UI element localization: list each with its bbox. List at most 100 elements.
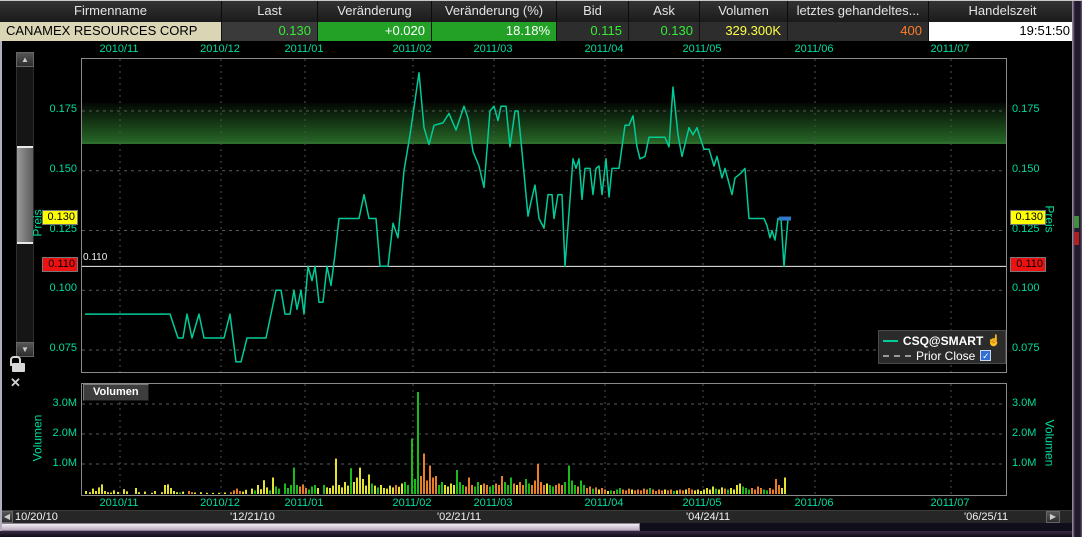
quote-cell-9: 19:51:50 — [929, 22, 1077, 41]
horizontal-scrollbar-track[interactable] — [0, 523, 1082, 531]
column-header-8[interactable]: letztes gehandeltes... — [788, 1, 929, 22]
legend-series-row[interactable]: CSQ@SMART ☝ — [883, 333, 1001, 348]
price-tick-left: 0.075 — [49, 342, 77, 354]
month-label-top: 2011/05 — [682, 43, 722, 55]
price-axis-title-left: Preis — [30, 209, 45, 237]
timeline-date: 10/20/10 — [15, 511, 58, 523]
quote-cell-2: 0.130 — [222, 22, 318, 41]
timeline-date: '06/25/11 — [964, 511, 1009, 523]
volume-tick-left: 1.0M — [52, 457, 77, 469]
price-chart-pane[interactable] — [81, 58, 1007, 373]
prior-close-tag-left: 0.110 — [42, 257, 78, 273]
month-label-top: 2011/03 — [473, 43, 513, 55]
vertical-scrollbar-thumb[interactable] — [17, 146, 33, 244]
prior-close-dash-swatch — [883, 354, 911, 357]
month-label-bottom: 2011/03 — [473, 497, 513, 509]
last-price-tag-left: 0.130 — [42, 209, 78, 225]
quote-cell-5: 0.115 — [557, 22, 629, 41]
quote-header-row: Firmenname Last Veränderung Veränderung (%)… — [0, 1, 1082, 22]
series-line-swatch — [883, 339, 898, 342]
volume-tick-left: 2.0M — [52, 427, 77, 439]
timeline-bar: 10/20/10 '12/21/10 '02/21/11 '04/24/11 '06/2… — [0, 510, 1082, 523]
quote-cell-4: 18.18% — [432, 22, 557, 41]
last-price-marker — [779, 216, 791, 221]
month-label-top: 2011/02 — [392, 43, 432, 55]
volume-tick-right: 1.0M — [1012, 457, 1037, 469]
price-chart-svg — [82, 59, 1006, 372]
legend-series-label: CSQ@SMART — [902, 333, 984, 348]
x-axis-top-labels: 2010/11 2010/12 2011/01 2011/02 2011/03 2011/… — [0, 41, 1082, 58]
timeline-left-button[interactable]: ◀ — [1, 511, 13, 523]
quote-cell-8: 400 — [788, 22, 929, 41]
border-green-marker — [1074, 216, 1079, 228]
month-label-top: 2011/07 — [930, 43, 970, 55]
price-tick-left: 0.100 — [49, 282, 77, 295]
quote-cell-6: 0.130 — [629, 22, 700, 41]
unlock-icon[interactable] — [10, 356, 25, 372]
month-label-bottom: 2011/06 — [794, 497, 834, 509]
prior-close-line-label: 0.110 — [83, 252, 108, 263]
scroll-down-button[interactable]: ▼ — [16, 342, 34, 357]
volume-tick-right: 2.0M — [1012, 427, 1037, 439]
window-right-border — [1072, 1, 1082, 537]
scroll-up-button[interactable]: ▲ — [16, 52, 34, 67]
prior-close-tag-right: 0.110 — [1010, 257, 1046, 273]
close-icon[interactable]: ✕ — [10, 375, 21, 390]
column-header-6[interactable]: Ask — [629, 1, 700, 22]
column-header-7[interactable]: Volumen — [700, 1, 788, 22]
month-label-top: 2011/04 — [584, 43, 624, 55]
window-left-border — [0, 41, 2, 531]
right-arrow-icon: ▶ — [1049, 512, 1057, 521]
price-tick-right: 0.125 — [1012, 222, 1040, 235]
month-label-bottom: 2011/07 — [930, 497, 970, 509]
month-label-bottom: 2011/05 — [682, 497, 722, 509]
prior-close-checkbox[interactable]: ✓ — [980, 350, 992, 361]
volume-chart-pane[interactable] — [81, 383, 1007, 496]
legend-prior-close-row[interactable]: Prior Close ✓ — [883, 348, 1001, 363]
price-line — [85, 72, 789, 363]
column-header-9[interactable]: Handelszeit — [929, 1, 1077, 22]
hand-icon[interactable]: ☝ — [987, 335, 1001, 347]
volume-tick-right: 3.0M — [1012, 397, 1037, 409]
month-label-top: 2011/06 — [794, 43, 834, 55]
price-tick-right: 0.100 — [1012, 282, 1040, 295]
column-header-1[interactable]: Firmenname — [0, 1, 222, 22]
period-high-band — [82, 102, 1006, 144]
month-label-bottom: 2011/04 — [584, 497, 624, 509]
quote-value-row: CANAMEX RESOURCES CORP 0.130 +0.020 18.18% 0… — [0, 22, 1082, 41]
price-tick-left: 0.125 — [49, 222, 77, 235]
timeline-right-button[interactable]: ▶ — [1046, 511, 1060, 523]
column-header-5[interactable]: Bid — [557, 1, 629, 22]
left-arrow-icon: ◀ — [3, 512, 11, 521]
window-bottom-border — [0, 531, 1082, 537]
quote-cell-3: +0.020 — [318, 22, 432, 41]
column-header-3[interactable]: Veränderung — [318, 1, 432, 22]
last-price-tag-right: 0.130 — [1010, 209, 1046, 225]
border-red-marker — [1074, 232, 1079, 245]
price-tick-right: 0.075 — [1012, 342, 1040, 354]
horizontal-scrollbar-thumb[interactable] — [0, 523, 640, 531]
month-label-bottom: 2010/11 — [99, 497, 139, 509]
price-tick-left: 0.150 — [49, 162, 77, 175]
up-arrow-icon: ▲ — [21, 55, 29, 64]
month-label-top: 2011/01 — [284, 43, 324, 55]
timeline-date: '02/21/11 — [437, 511, 482, 523]
volume-bars — [85, 392, 786, 494]
column-header-2[interactable]: Last — [222, 1, 318, 22]
month-label-top: 2010/12 — [200, 43, 240, 55]
month-label-bottom: 2011/01 — [284, 497, 324, 509]
down-arrow-icon: ▼ — [21, 345, 29, 354]
quote-cell-1[interactable]: CANAMEX RESOURCES CORP — [0, 22, 222, 41]
x-axis-bottom-labels: 2010/11 2010/12 2011/01 2011/02 2011/03 2011/… — [0, 496, 1082, 510]
volume-axis-title-right: Volumen — [1042, 419, 1057, 467]
volume-axis-title-left: Volumen — [30, 414, 45, 462]
volume-pane-title: Volumen — [83, 384, 149, 401]
legend-prior-label: Prior Close — [916, 348, 976, 363]
price-axis-title-right: Preis — [1042, 205, 1057, 233]
chart-legend: CSQ@SMART ☝ Prior Close ✓ — [878, 330, 1006, 364]
timeline-date: '12/21/10 — [230, 511, 275, 523]
volume-tick-left: 3.0M — [52, 397, 77, 409]
price-tick-left: 0.175 — [49, 103, 77, 115]
column-header-4[interactable]: Veränderung (%) — [432, 1, 557, 22]
